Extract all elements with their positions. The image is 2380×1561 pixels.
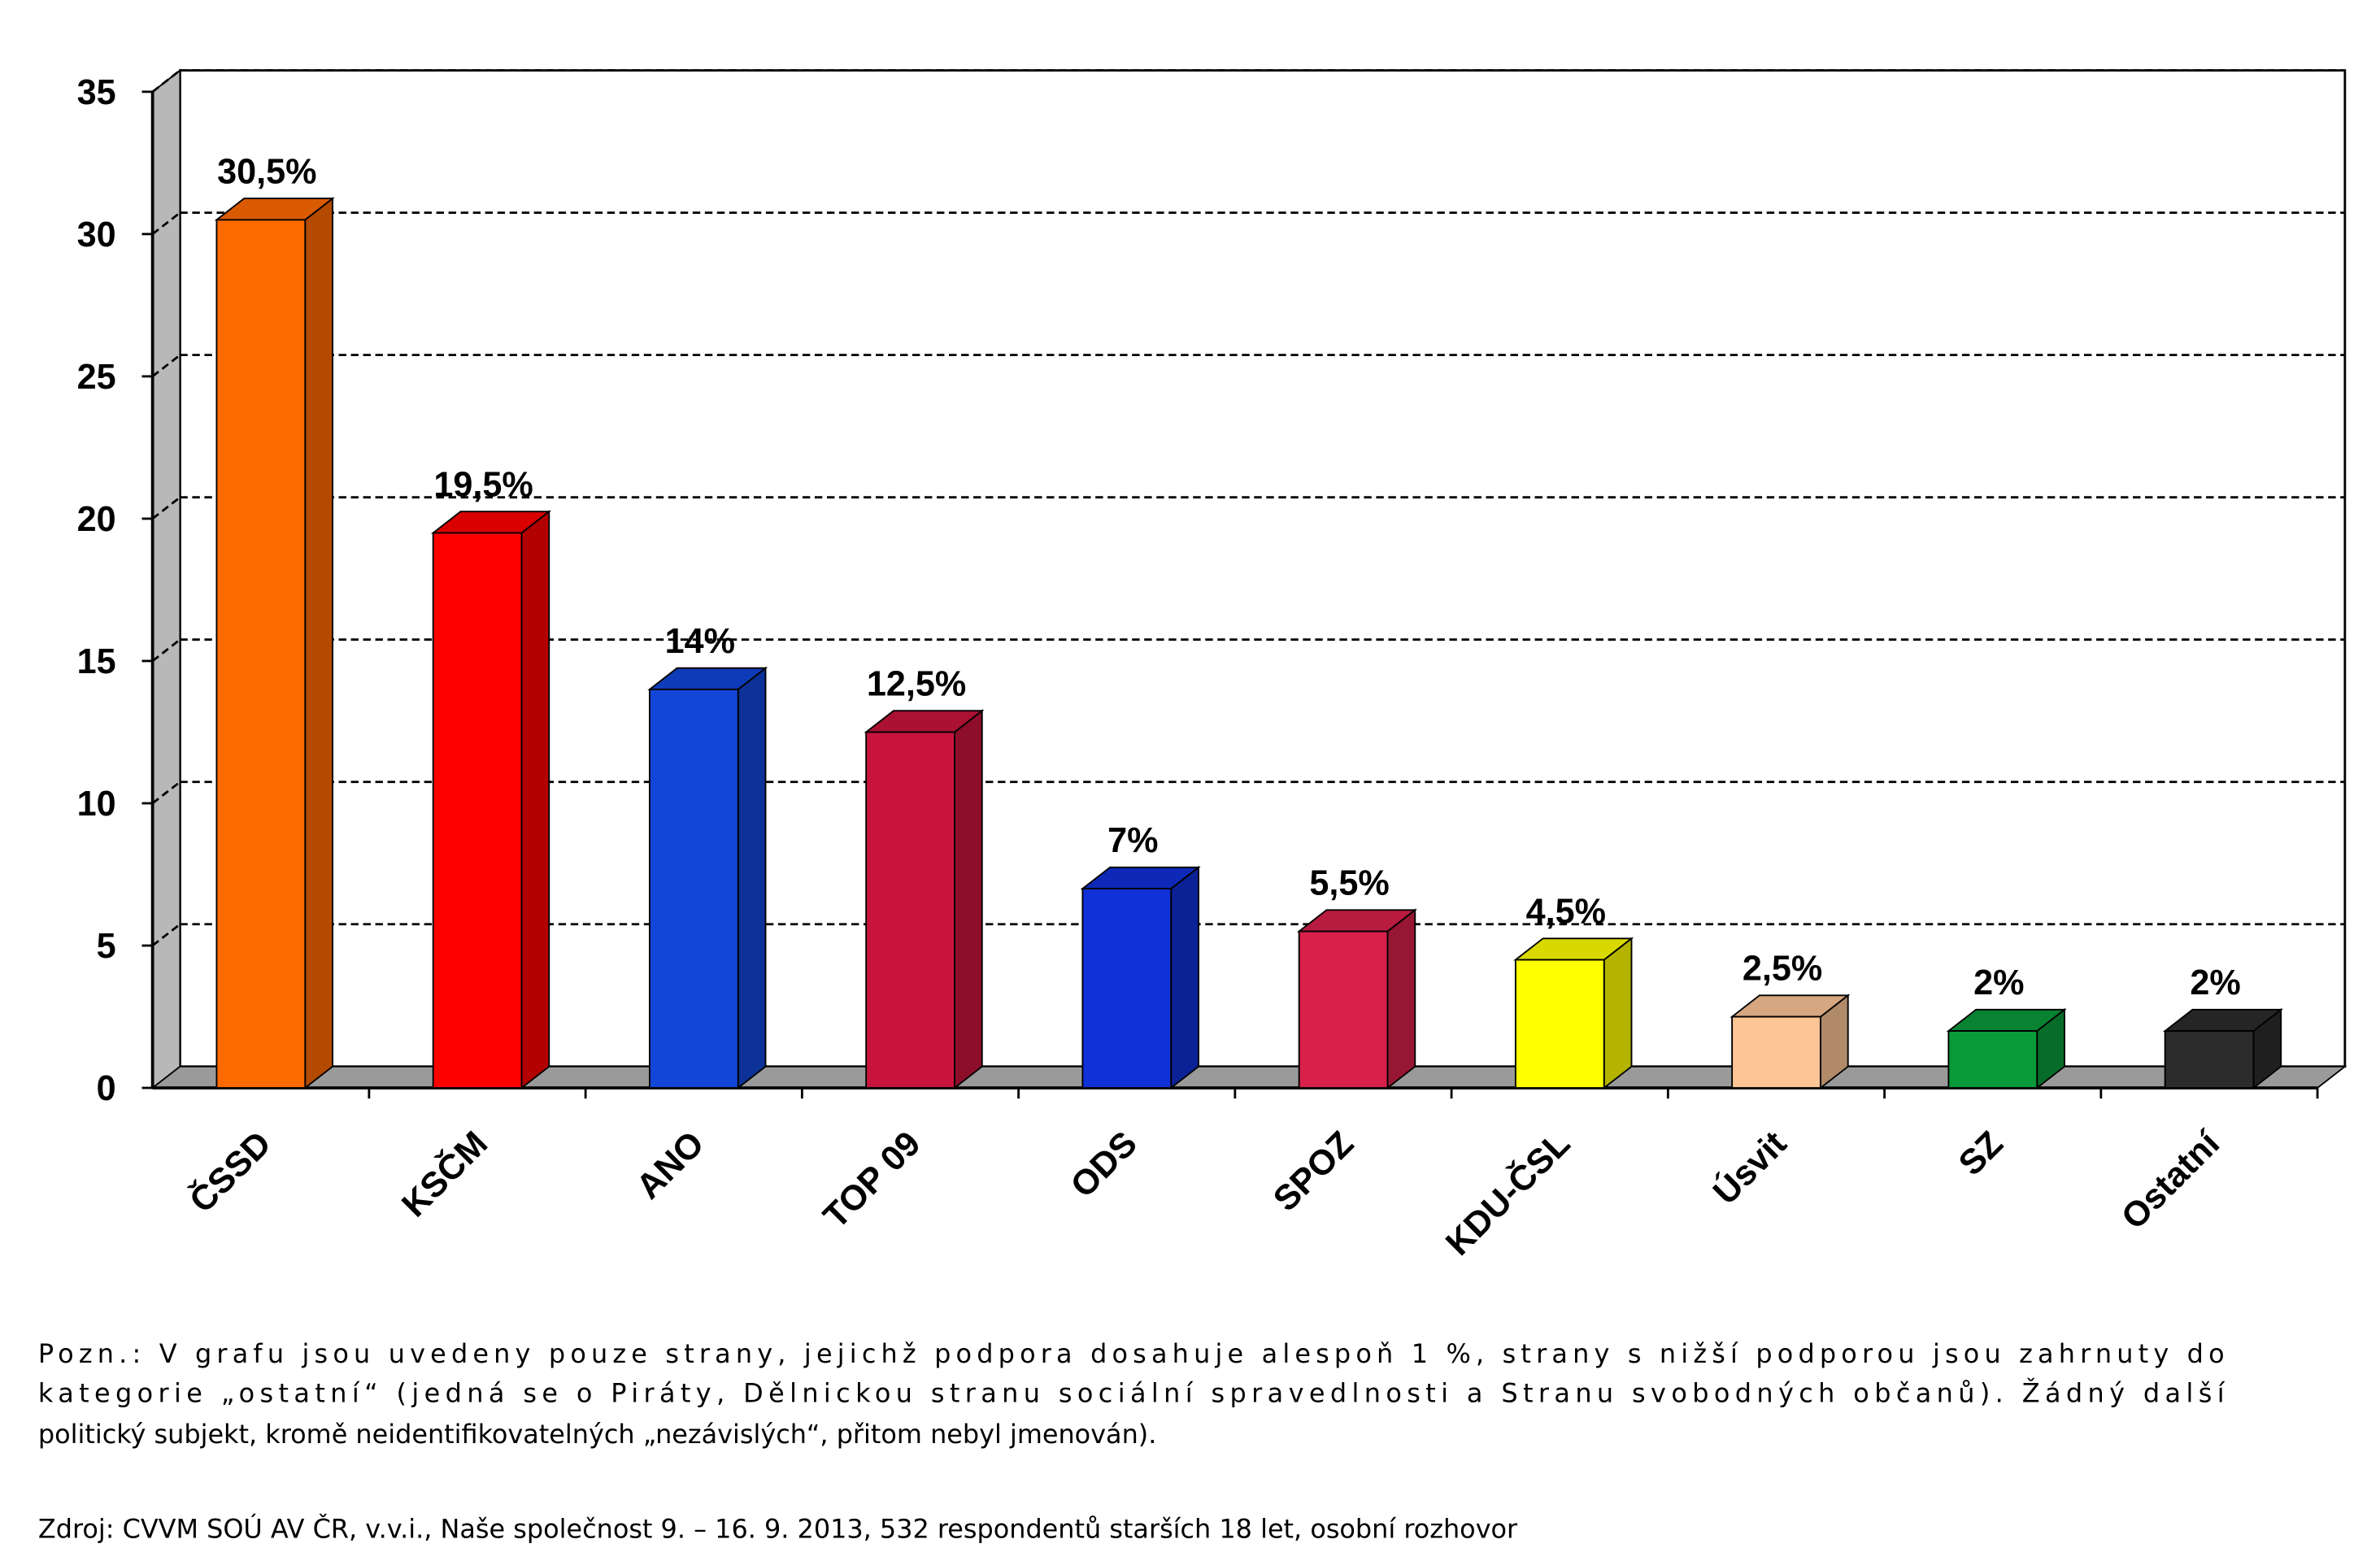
bar-front [215,219,307,1089]
value-label: 19,5% [433,465,533,504]
bar [430,510,552,1089]
bar-side [1603,937,1633,1089]
bar [1080,865,1201,1089]
bar-side [954,709,983,1089]
bar [2162,1007,2283,1089]
value-label: 2% [1973,963,2024,1002]
value-label: 30,5% [217,152,316,191]
note-line: Pozn.: V grafu jsou uvedeny pouze strany… [38,1338,2225,1369]
x-tick-label: Úsvit [1705,1124,1794,1212]
x-tick-label: ANO [629,1124,712,1207]
bar [214,197,335,1089]
bar-front [432,532,523,1089]
value-label: 12,5% [867,664,966,703]
x-tick-label: KDU-ČSL [1438,1124,1577,1263]
y-tick-label: 30 [77,215,116,254]
source: Zdroj: CVVM SOÚ AV ČR, v.v.i., Naše spol… [38,1513,1518,1545]
bar-side [520,510,550,1089]
value-label: 2,5% [1743,950,1822,989]
bar-side [1386,908,1416,1089]
grid-line [151,496,181,520]
y-tick-label: 10 [77,785,116,824]
grid-line [151,69,181,93]
bar [647,666,768,1089]
bar [1946,1007,2067,1089]
y-tick-label: 35 [77,73,116,112]
value-label: 14% [665,622,735,661]
x-tick-label: SPOZ [1266,1124,1361,1219]
bar [864,709,985,1089]
bar-front [1081,888,1173,1089]
value-label: 7% [1107,821,1158,860]
value-label: 2% [2190,963,2240,1002]
bar [1513,937,1634,1089]
bar-side [304,197,333,1089]
grid-line [151,638,181,663]
y-tick-label: 15 [77,642,116,681]
x-tick-label: TOP 09 [816,1124,929,1236]
x-tick-label: ČSSD [181,1124,278,1220]
bar-front [1298,930,1389,1089]
note-line: politický subjekt, kromě neidentifikovat… [38,1419,1156,1450]
y-tick-label: 0 [97,1069,116,1108]
bar-side [1170,865,1199,1089]
grid-line [151,354,181,378]
bar [1730,994,1851,1089]
bar-side [737,666,767,1089]
x-tick-label: KSČM [394,1124,495,1224]
bar-front [1514,959,1605,1089]
bar [1296,908,1417,1089]
grid-line [151,211,181,235]
bar-front [865,731,955,1089]
bar-front [1947,1030,2038,1089]
bar-front [648,689,739,1089]
grid-line [151,780,181,805]
x-tick-label: Ostatní [2114,1123,2228,1237]
bar-front [2164,1030,2255,1089]
grid-line [151,923,181,947]
value-label: 5,5% [1309,864,1389,903]
value-label: 4,5% [1526,893,1606,932]
y-tick-label: 25 [77,358,116,397]
bar-front [1731,1015,1821,1089]
note-line: kategorie „ostatní“ (jedná se o Piráty, … [38,1378,2226,1409]
x-tick-label: ODS [1064,1124,1145,1205]
x-tick-label: SZ [1951,1124,2011,1183]
y-tick-label: 20 [77,500,116,539]
y-tick-label: 5 [97,927,116,966]
